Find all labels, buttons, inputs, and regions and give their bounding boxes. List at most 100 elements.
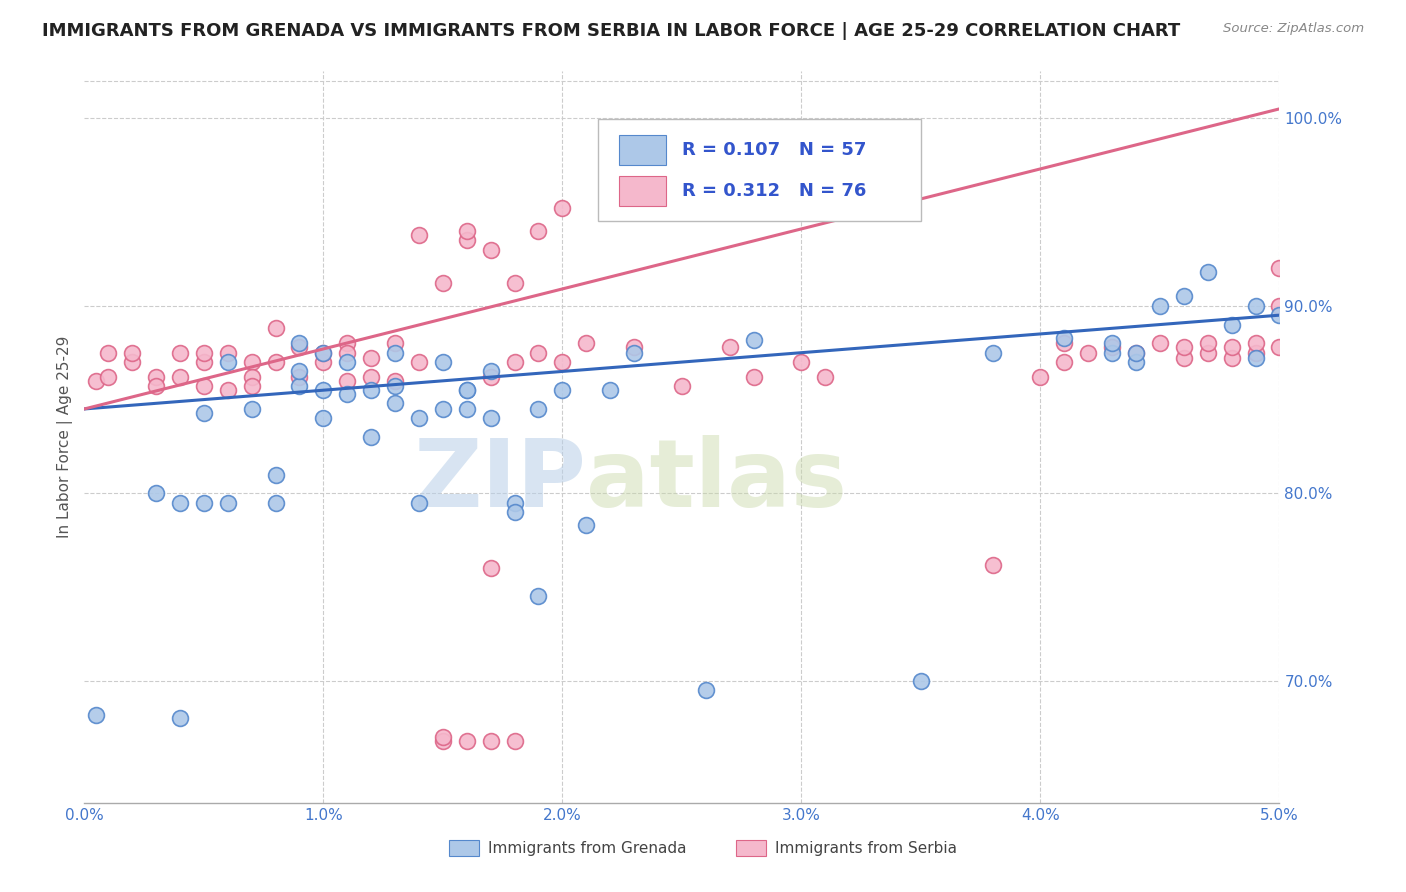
Point xyxy=(527,345,550,359)
Point xyxy=(599,201,621,215)
Point xyxy=(575,336,598,351)
Point xyxy=(336,345,359,359)
Point xyxy=(408,227,430,242)
Point xyxy=(479,734,502,748)
Point xyxy=(1125,345,1147,359)
Point xyxy=(312,411,335,425)
Point xyxy=(1268,340,1291,354)
Point xyxy=(742,333,765,347)
Point xyxy=(97,345,120,359)
Point xyxy=(1053,355,1076,369)
Point xyxy=(360,351,382,366)
Point xyxy=(551,355,574,369)
Point xyxy=(527,224,550,238)
Point xyxy=(1268,261,1291,276)
Point xyxy=(217,496,239,510)
Point xyxy=(97,370,120,384)
Point xyxy=(1244,351,1267,366)
Point xyxy=(1220,318,1243,332)
Point xyxy=(1101,336,1123,351)
Point xyxy=(503,505,526,519)
FancyBboxPatch shape xyxy=(599,119,921,221)
Point xyxy=(432,734,454,748)
Point xyxy=(312,355,335,369)
Point xyxy=(456,233,478,247)
Point xyxy=(86,374,108,388)
Point xyxy=(1125,355,1147,369)
Bar xyxy=(619,176,666,206)
Point xyxy=(360,383,382,397)
Point xyxy=(1173,351,1195,366)
Point xyxy=(384,336,406,351)
Point xyxy=(408,496,430,510)
Bar xyxy=(619,135,666,165)
Point xyxy=(1244,299,1267,313)
Point xyxy=(671,379,693,393)
Point xyxy=(169,345,191,359)
Point xyxy=(240,379,263,393)
Point xyxy=(432,730,454,744)
Point xyxy=(1101,345,1123,359)
Point xyxy=(503,496,526,510)
Point xyxy=(336,355,359,369)
Point xyxy=(456,401,478,416)
Point xyxy=(86,707,108,722)
Point xyxy=(1053,336,1076,351)
Point xyxy=(432,277,454,291)
Point xyxy=(456,383,478,397)
Point xyxy=(814,370,837,384)
Point xyxy=(1268,299,1291,313)
Point xyxy=(503,355,526,369)
Point xyxy=(336,387,359,401)
Point xyxy=(790,355,813,369)
Point xyxy=(1173,289,1195,303)
Point xyxy=(623,340,645,354)
Point xyxy=(1173,340,1195,354)
Point xyxy=(312,345,335,359)
Point xyxy=(240,401,263,416)
Point xyxy=(288,364,311,378)
Point xyxy=(121,355,143,369)
Point xyxy=(217,383,239,397)
Text: R = 0.107   N = 57: R = 0.107 N = 57 xyxy=(682,141,866,159)
Point xyxy=(1053,331,1076,345)
Point xyxy=(312,345,335,359)
Point xyxy=(193,406,215,420)
Point xyxy=(1197,345,1219,359)
Point xyxy=(408,411,430,425)
Text: Immigrants from Serbia: Immigrants from Serbia xyxy=(775,840,957,855)
Point xyxy=(479,411,502,425)
Point xyxy=(456,734,478,748)
Point xyxy=(981,558,1004,572)
Point xyxy=(240,370,263,384)
Point xyxy=(1220,351,1243,366)
Point xyxy=(599,383,621,397)
Bar xyxy=(735,840,766,856)
Point xyxy=(169,496,191,510)
Point xyxy=(360,370,382,384)
Point xyxy=(145,370,167,384)
Point xyxy=(742,370,765,384)
Point xyxy=(264,355,287,369)
Point xyxy=(360,430,382,444)
Y-axis label: In Labor Force | Age 25-29: In Labor Force | Age 25-29 xyxy=(58,336,73,538)
Point xyxy=(1244,345,1267,359)
Point xyxy=(384,345,406,359)
Point xyxy=(695,683,717,698)
Point xyxy=(145,486,167,500)
Point xyxy=(456,224,478,238)
Point xyxy=(1244,336,1267,351)
Point xyxy=(1268,308,1291,322)
Text: ZIP: ZIP xyxy=(413,435,586,527)
Point xyxy=(145,379,167,393)
Point xyxy=(169,711,191,725)
Point xyxy=(336,374,359,388)
Point xyxy=(264,467,287,482)
Point xyxy=(551,383,574,397)
Point xyxy=(503,734,526,748)
Text: R = 0.312   N = 76: R = 0.312 N = 76 xyxy=(682,182,866,200)
Point xyxy=(1197,336,1219,351)
Point xyxy=(981,345,1004,359)
Point xyxy=(1029,370,1052,384)
Point xyxy=(456,383,478,397)
